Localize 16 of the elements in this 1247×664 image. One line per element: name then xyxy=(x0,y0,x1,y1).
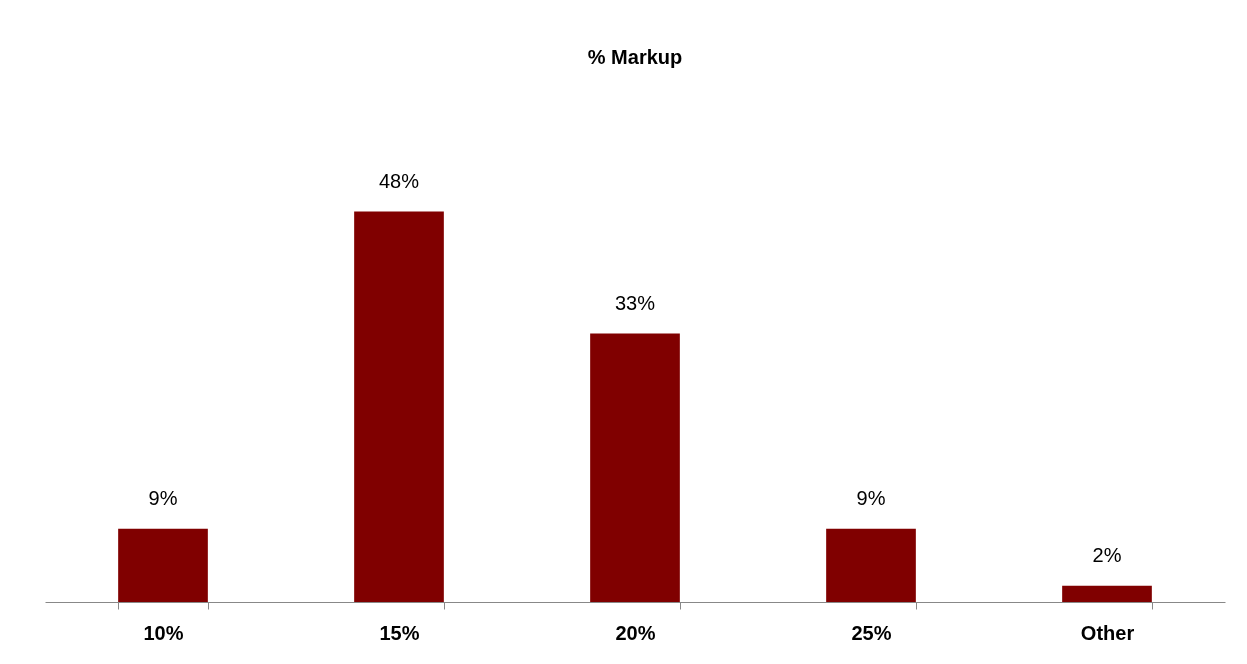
bar xyxy=(1062,585,1152,602)
data-label: 48% xyxy=(378,169,420,192)
x-tick-label: 20% xyxy=(615,621,656,644)
data-label: 9% xyxy=(148,486,178,509)
bar xyxy=(354,211,444,602)
data-label: 33% xyxy=(614,291,656,314)
x-tick-label: 25% xyxy=(851,621,892,644)
bar xyxy=(826,528,916,602)
x-tick-label: Other xyxy=(1080,621,1135,644)
bar xyxy=(118,528,208,602)
x-tick-label: 10% xyxy=(143,621,184,644)
chart-title: % Markup xyxy=(587,46,683,68)
x-tick-label: 15% xyxy=(379,621,420,644)
data-label: 2% xyxy=(1092,543,1122,566)
bar xyxy=(590,333,680,602)
data-label: 9% xyxy=(856,486,886,509)
